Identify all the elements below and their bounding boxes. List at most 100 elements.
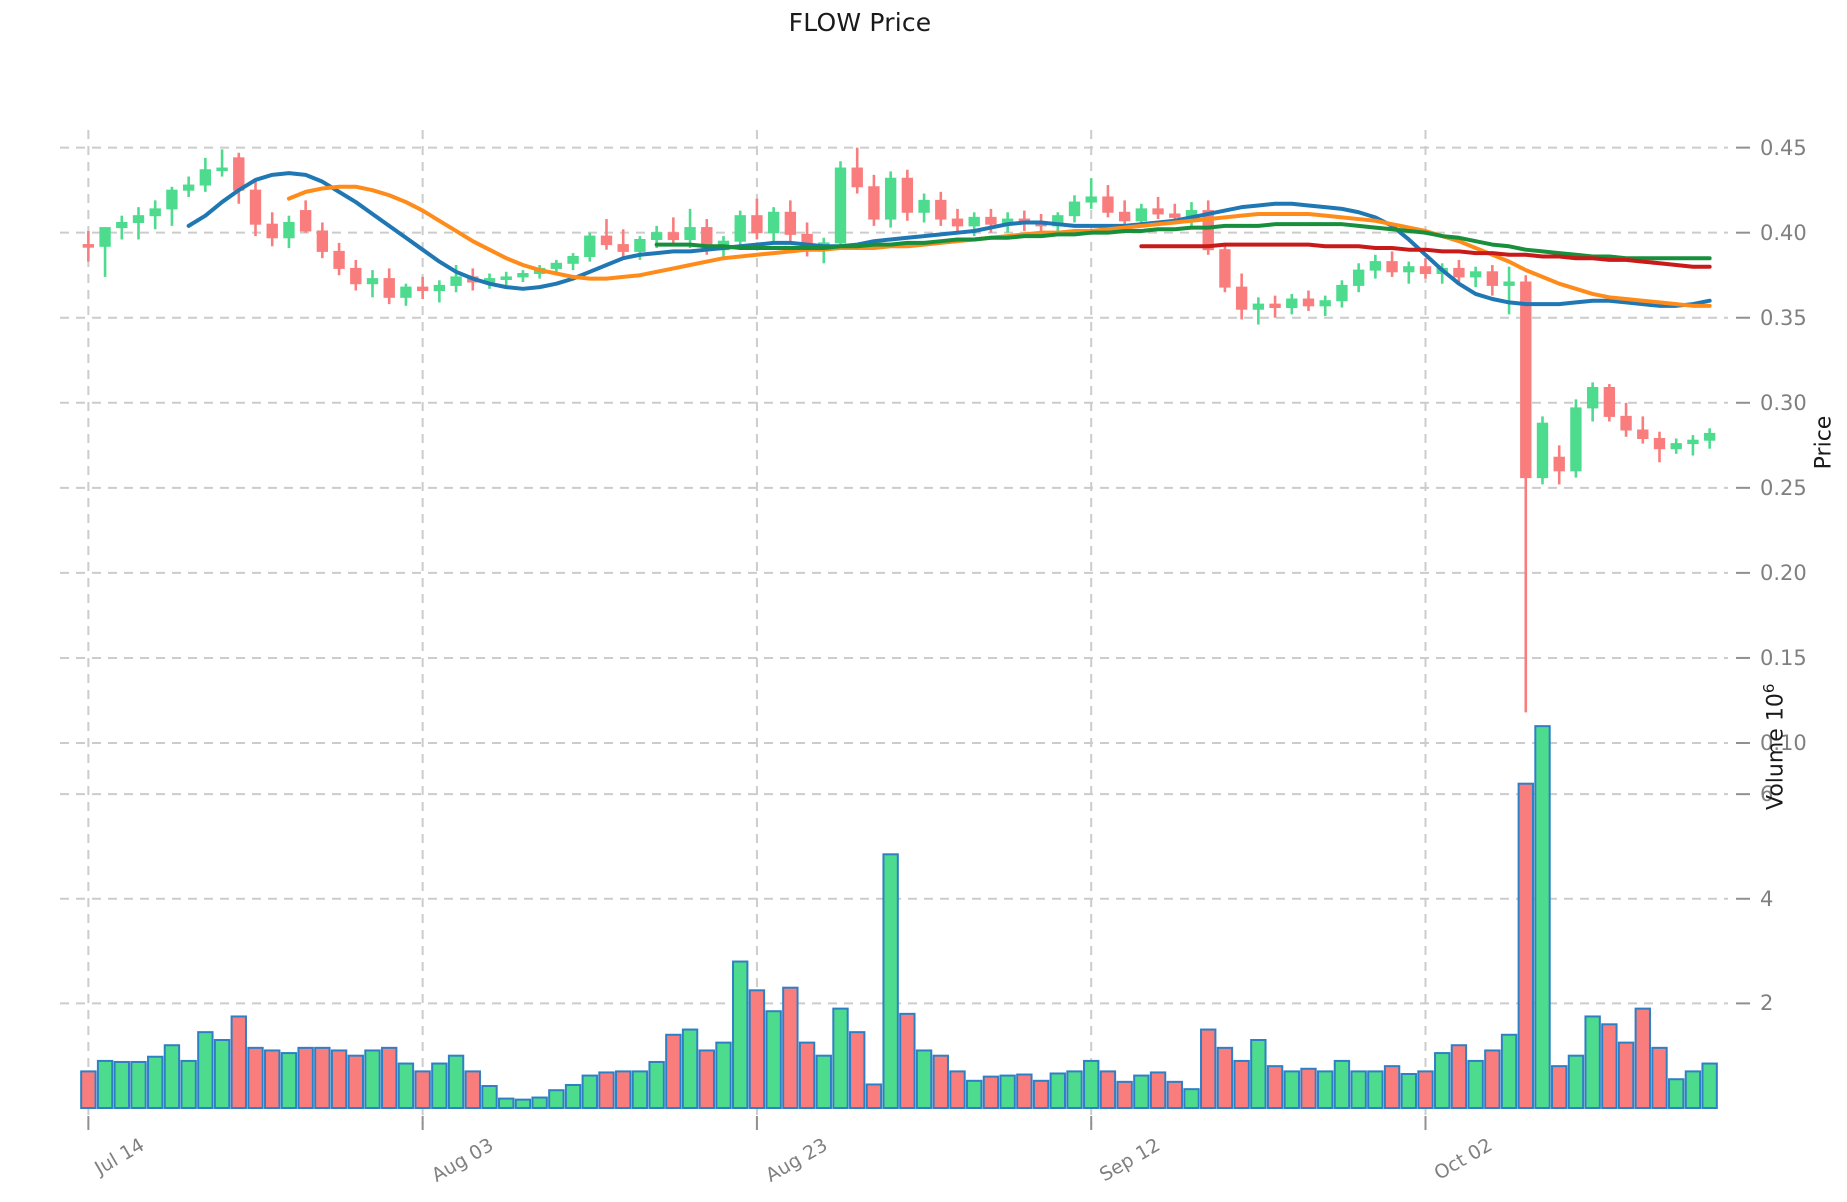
price-tick-label: 0.45 <box>1760 135 1807 160</box>
volume-axis-exponent-base: 10 <box>1763 693 1789 722</box>
price-tick-label: 0.15 <box>1760 645 1807 670</box>
candle-body <box>1219 249 1231 288</box>
volume-bar <box>381 1046 398 1110</box>
candle-body <box>1118 211 1131 222</box>
volume-bar <box>180 1059 197 1110</box>
candle-body <box>1352 269 1365 286</box>
volume-bar <box>648 1060 665 1110</box>
candle-body <box>1202 210 1214 251</box>
volume-bar <box>1383 1065 1401 1109</box>
candle-body <box>600 235 613 246</box>
volume-bar <box>1149 1071 1167 1110</box>
volume-bar <box>966 1079 983 1110</box>
candle-body <box>517 273 529 278</box>
volume-bar <box>548 1089 565 1109</box>
price-tick-label: 0.25 <box>1760 475 1807 500</box>
volume-bar <box>481 1085 498 1109</box>
volume-bars <box>80 725 1718 1110</box>
volume-bar <box>1701 1062 1718 1109</box>
candle-body <box>1536 422 1549 479</box>
volume-bar <box>1617 1041 1635 1109</box>
candle-body <box>1670 443 1682 450</box>
volume-bar <box>130 1060 147 1110</box>
volume-bar <box>1668 1078 1685 1109</box>
moving-average-lines <box>186 171 1712 308</box>
candle-body <box>1637 429 1649 440</box>
volume-bar <box>1133 1074 1150 1109</box>
candle-body <box>1252 303 1265 310</box>
volume-bar <box>782 986 799 1110</box>
candle-body <box>233 157 245 191</box>
candle-body <box>166 189 178 210</box>
candle-body <box>450 276 462 286</box>
volume-bar <box>464 1070 481 1110</box>
volume-bar <box>915 1049 933 1110</box>
candle-body <box>149 208 161 217</box>
candle-body <box>1403 266 1415 273</box>
volume-bar <box>498 1097 515 1109</box>
volume-bar <box>798 1041 816 1109</box>
candle-body <box>266 223 278 239</box>
volume-bar <box>1584 1015 1601 1110</box>
candle-body <box>132 215 145 223</box>
candle-body <box>366 278 379 285</box>
candle-body <box>1453 267 1465 278</box>
candle-body <box>1169 213 1181 218</box>
candle-body <box>1269 303 1281 309</box>
volume-bar <box>949 1070 966 1110</box>
axis-tick-marks <box>87 146 1750 1130</box>
candle-body <box>1620 415 1632 431</box>
candle-body <box>1302 298 1315 307</box>
volume-bar <box>1200 1028 1217 1109</box>
candle-body <box>951 218 964 227</box>
volume-bar <box>815 1054 832 1109</box>
candle-body <box>1286 298 1298 309</box>
volume-bar <box>1450 1044 1468 1109</box>
candle-body <box>1586 386 1599 409</box>
candle-body <box>433 284 446 292</box>
volume-bar <box>264 1049 281 1110</box>
candle-body <box>634 238 646 252</box>
volume-bar <box>163 1044 181 1109</box>
volume-bar <box>247 1046 264 1110</box>
candle-body <box>1553 456 1565 472</box>
volume-bar <box>1484 1049 1501 1110</box>
volume-bar <box>932 1054 949 1109</box>
volume-bar <box>1534 725 1551 1110</box>
volume-bar <box>531 1096 548 1109</box>
volume-bar <box>1367 1070 1384 1110</box>
candle-body <box>249 189 262 225</box>
volume-bar <box>1333 1059 1351 1110</box>
volume-bar <box>431 1062 448 1109</box>
volume-bar <box>1166 1080 1183 1110</box>
volume-bar <box>364 1049 381 1110</box>
volume-tick-label: 6 <box>1760 782 1774 807</box>
candle-body <box>350 267 362 285</box>
volume-bar <box>899 1012 916 1109</box>
volume-bar <box>1551 1065 1568 1109</box>
candle-body <box>1235 286 1248 310</box>
candle-body <box>968 216 980 227</box>
candle-body <box>834 167 847 244</box>
volume-bar <box>1634 1007 1651 1109</box>
volume-bar <box>1300 1067 1317 1110</box>
volume-bar <box>1250 1039 1267 1109</box>
volume-bar <box>665 1033 682 1110</box>
volume-bar <box>147 1055 164 1109</box>
candle-body <box>1687 439 1699 445</box>
volume-bar <box>1467 1059 1484 1110</box>
volume-bar <box>213 1039 231 1109</box>
price-tick-label: 0.35 <box>1760 305 1807 330</box>
volume-bar <box>715 1041 732 1109</box>
volume-bar <box>1350 1070 1367 1110</box>
volume-bar <box>849 1031 866 1109</box>
candle-body <box>1419 266 1432 275</box>
candle-body <box>1486 271 1499 286</box>
price-tick-label: 0.10 <box>1760 730 1807 755</box>
candle-body <box>985 216 997 225</box>
candle-body <box>550 262 563 269</box>
candle-body <box>500 276 512 281</box>
candle-body <box>667 232 680 240</box>
candle-body <box>584 235 596 257</box>
